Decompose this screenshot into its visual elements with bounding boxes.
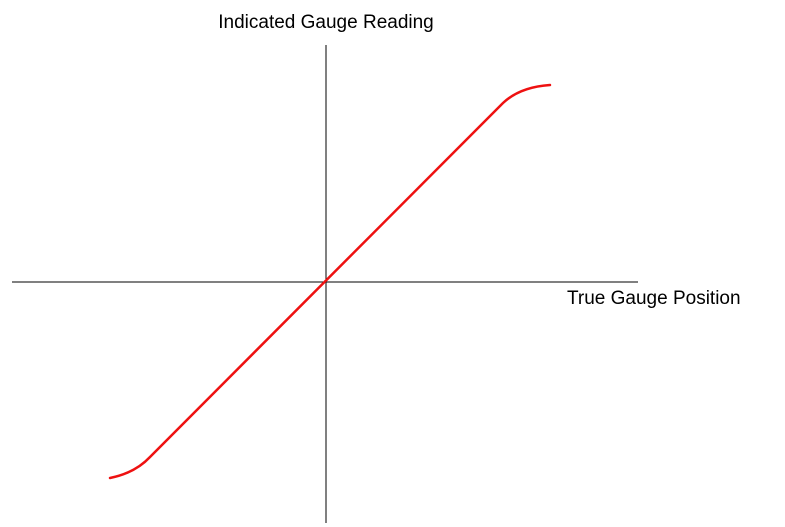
- response-curve: [108, 83, 552, 480]
- y-axis-label: Indicated Gauge Reading: [218, 12, 434, 33]
- x-axis-label: True Gauge Position: [567, 288, 741, 309]
